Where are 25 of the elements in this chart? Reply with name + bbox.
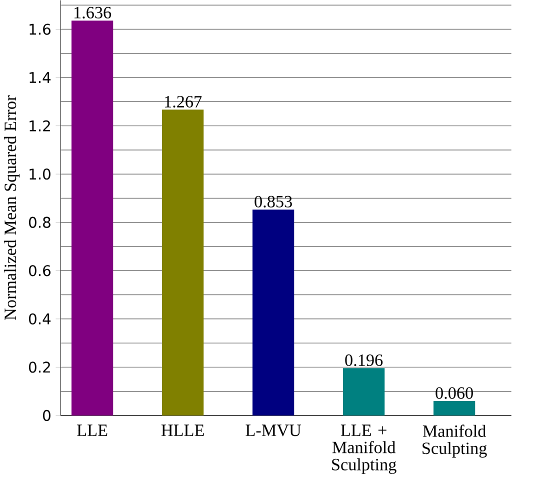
bar (252, 209, 294, 416)
y-tick-label: 1.4 (30, 72, 51, 83)
data-label: 0.853 (254, 196, 292, 208)
data-label: 1.267 (165, 96, 202, 108)
x-tick-label: LLE (77, 424, 108, 436)
y-tick-label: 1.2 (30, 120, 50, 132)
bar (162, 110, 204, 416)
data-label: 0.060 (436, 387, 473, 399)
x-tick-label: Manifold Sculpting (422, 424, 487, 458)
x-tick-label: L-MVU (246, 424, 302, 436)
y-tick-label: 0.6 (29, 264, 50, 276)
bar (342, 368, 385, 416)
y-tick-label: 0.8 (29, 216, 50, 228)
bar (433, 400, 476, 416)
data-label: 1.636 (74, 6, 112, 18)
y-tick-label: 1.0 (30, 168, 50, 180)
y-tick-label: 1.6 (30, 24, 50, 35)
x-tick-label: HLLE (161, 424, 204, 436)
y-tick-label: 0 (43, 410, 50, 421)
y-tick-label: 0.2 (29, 362, 50, 373)
data-label: 0.196 (345, 354, 383, 366)
bar (71, 20, 114, 416)
y-tick-label: 0.4 (29, 313, 51, 324)
x-tick-label: LLE + Manifold Sculpting (332, 424, 396, 474)
y-axis-title: Normalized Mean Squared Error (4, 95, 20, 320)
